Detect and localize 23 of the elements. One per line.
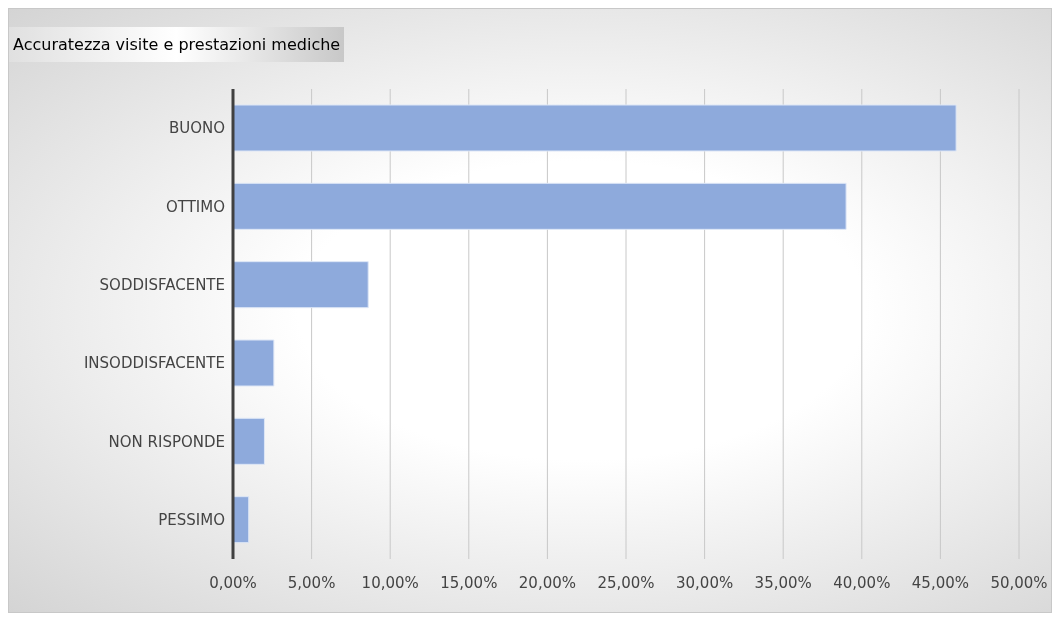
x-tick-label: 45,00% (911, 573, 969, 592)
x-tick-label: 40,00% (833, 573, 891, 592)
y-tick-label: OTTIMO (165, 197, 225, 216)
x-tick-label: 0,00% (209, 573, 257, 592)
bar (233, 339, 275, 387)
x-tick-label: 35,00% (754, 573, 812, 592)
bar (233, 104, 957, 152)
chart-title: Accuratezza visite e prestazioni mediche (9, 27, 345, 62)
x-tick-label: 50,00% (990, 573, 1048, 592)
bar (233, 417, 265, 465)
x-tick-label: 5,00% (287, 573, 336, 592)
x-tick-label: 25,00% (597, 573, 655, 592)
bar (233, 261, 369, 309)
x-tick-label: 15,00% (440, 573, 498, 592)
y-tick-label: PESSIMO (158, 511, 225, 530)
y-tick-label: SODDISFACENTE (99, 276, 225, 295)
x-tick-label: 20,00% (518, 573, 576, 592)
y-tick-label: NON RISPONDE (108, 432, 225, 451)
y-tick-label: BUONO (168, 119, 225, 138)
x-tick-label: 30,00% (676, 573, 734, 592)
y-tick-label: INSODDISFACENTE (83, 354, 225, 373)
bar (233, 182, 847, 230)
x-tick-label: 10,00% (361, 573, 419, 592)
